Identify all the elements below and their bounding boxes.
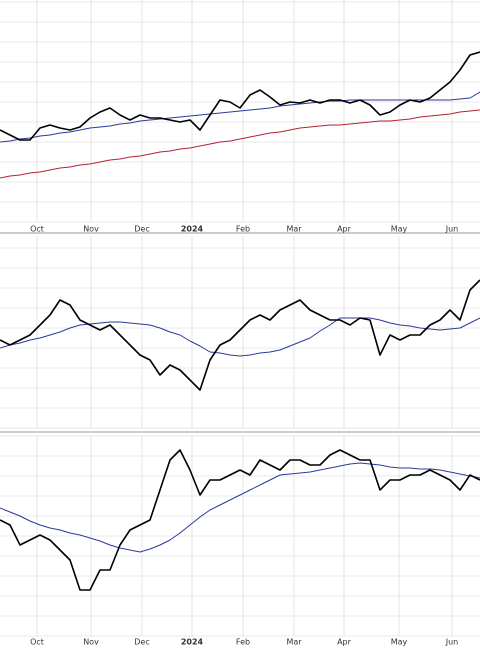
- price-line: [0, 91, 480, 143]
- price-line: [0, 109, 480, 179]
- x-tick-label: May: [391, 225, 408, 234]
- x-tick-label: Dec: [134, 638, 149, 647]
- x-tick-label: May: [391, 638, 408, 647]
- x-tick-label: Mar: [286, 225, 302, 234]
- x-tick-label: 2024: [181, 225, 204, 234]
- x-tick-label: Apr: [337, 638, 352, 647]
- x-tick-label: Apr: [337, 225, 352, 234]
- price-line: [0, 51, 480, 141]
- price-line: [0, 279, 480, 391]
- x-tick-label: 2024: [181, 638, 204, 647]
- price-line: [0, 462, 480, 553]
- x-tick-label: Oct: [30, 638, 44, 647]
- price-line: [0, 449, 480, 591]
- x-tick-label: Jun: [445, 225, 459, 234]
- x-tick-label: Mar: [286, 638, 302, 647]
- x-tick-label: Dec: [134, 225, 149, 234]
- price-line: [0, 317, 480, 357]
- x-tick-label: Feb: [236, 225, 250, 234]
- x-tick-label: Jun: [445, 638, 459, 647]
- x-tick-label: Nov: [83, 225, 99, 234]
- x-tick-label: Oct: [30, 225, 44, 234]
- x-tick-label: Nov: [83, 638, 99, 647]
- x-tick-label: Feb: [236, 638, 250, 647]
